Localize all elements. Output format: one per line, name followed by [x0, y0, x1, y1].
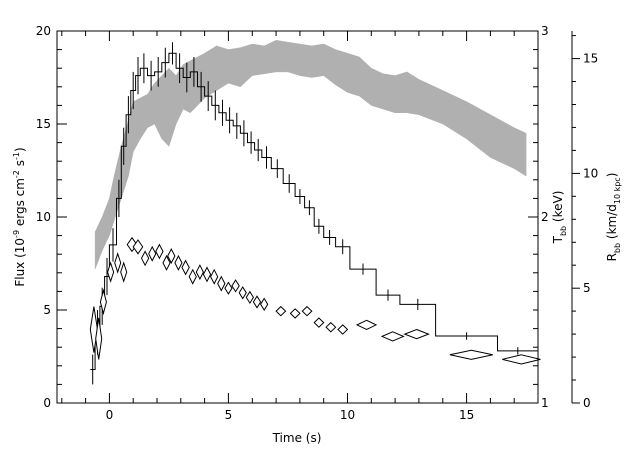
flux-histogram-layer [90, 42, 538, 385]
x-tick-label: 15 [459, 408, 474, 422]
radius-point [217, 275, 226, 292]
radius-tick-label: 15 [583, 52, 598, 66]
flux-tick-label: 10 [36, 210, 51, 224]
radius-point [449, 349, 493, 360]
radius-point [140, 250, 150, 267]
radius-tick-label: 0 [583, 396, 591, 410]
flux-axis-label: Flux (10-9 ergs cm-2 s-1) [12, 147, 27, 286]
radius-point [89, 306, 99, 353]
radius-axis-label: Rbb (km/d10 kpc) [605, 173, 622, 262]
radius-point [355, 319, 378, 331]
radius-point [114, 252, 122, 274]
radius-tick-label: 10 [583, 166, 598, 180]
flux-tick-label: 5 [43, 303, 51, 317]
radius-diamond-layer [89, 236, 541, 365]
flux-histogram [90, 52, 538, 370]
radius-point [120, 261, 128, 283]
radius-point [195, 264, 204, 281]
temperature-band [94, 40, 527, 270]
x-tick-label: 5 [225, 408, 233, 422]
radius-point [245, 290, 254, 305]
radius-point [202, 266, 212, 283]
temp-tick-label: 2 [541, 210, 549, 224]
temperature-axis-label: Tbb (keV) [551, 191, 568, 245]
radius-point [252, 295, 262, 309]
radius-point [132, 239, 144, 255]
radius-point [167, 248, 176, 264]
x-axis-label: Time (s) [272, 431, 322, 445]
radius-point [148, 245, 157, 262]
ticks-layer: 0 5 10 15 0 5 10 15 20 1 2 3 0 5 10 15 [36, 24, 599, 422]
radius-point [231, 279, 240, 293]
radius-point [403, 328, 430, 340]
x-tick-label: 0 [106, 408, 114, 422]
flux-tick-label: 20 [36, 24, 51, 38]
radius-tick-label: 5 [583, 281, 591, 295]
temperature-band-layer [94, 40, 527, 270]
flux-tick-label: 0 [43, 396, 51, 410]
temp-tick-label: 3 [541, 24, 549, 38]
radius-point [210, 268, 219, 285]
radius-point [238, 286, 247, 300]
radius-point [337, 324, 349, 335]
flux-tick-label: 15 [36, 117, 51, 131]
x-tick-label: 10 [340, 408, 355, 422]
radius-point [380, 331, 405, 342]
radius-point [99, 288, 107, 316]
radius-point [275, 305, 287, 317]
radius-point [155, 243, 164, 260]
radius-point [502, 354, 541, 365]
radius-point [260, 297, 269, 311]
radius-point [188, 268, 197, 285]
radius-point [325, 321, 337, 333]
radius-point [162, 254, 171, 271]
radius-point [301, 305, 313, 317]
radius-point [289, 308, 301, 319]
radius-point [95, 317, 103, 360]
temp-tick-label: 1 [541, 396, 549, 410]
radius-point [107, 261, 115, 283]
radius-point [181, 259, 190, 276]
radius-point [174, 254, 183, 271]
radius-point [224, 281, 233, 295]
radius-point [313, 317, 325, 328]
